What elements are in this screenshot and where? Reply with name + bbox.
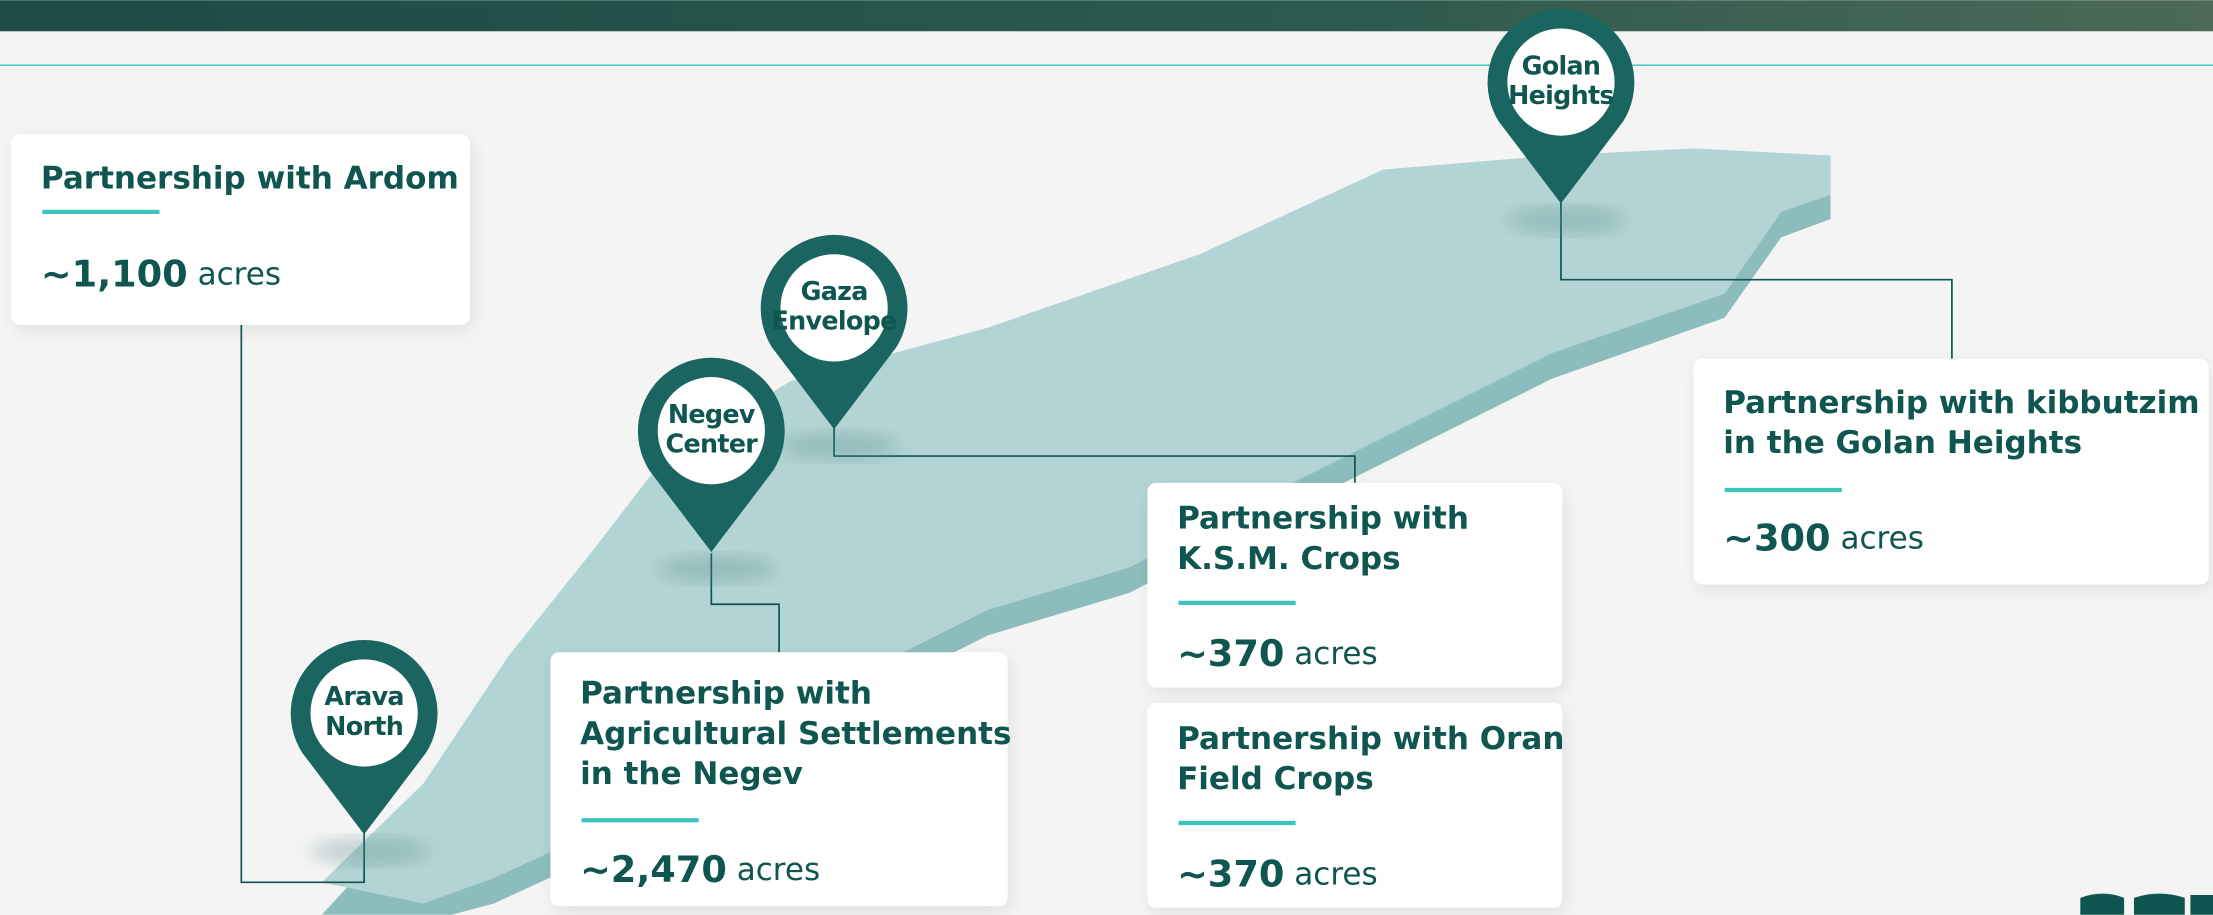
pin-label: Center bbox=[666, 429, 759, 459]
amount-value: ~370 bbox=[1177, 852, 1284, 895]
card-amount: ~1,100 acres bbox=[41, 252, 281, 295]
card-amount: ~300 acres bbox=[1723, 516, 1924, 559]
logo bbox=[2080, 894, 2213, 915]
card-title: in the Negev bbox=[580, 756, 803, 792]
infographic: Partnership with Ardom ~1,100 acres Partner… bbox=[0, 0, 2213, 915]
card-title: K.S.M. Crops bbox=[1177, 541, 1401, 577]
card-amount: ~370 acres bbox=[1177, 632, 1378, 675]
card-title: Partnership with Oran bbox=[1177, 721, 1564, 757]
amount-unit: acres bbox=[198, 256, 281, 292]
pin-label: Heights bbox=[1508, 80, 1614, 110]
pin-label: Negev bbox=[668, 399, 756, 429]
card-title: Partnership with Ardom bbox=[41, 160, 459, 196]
pin-shadow bbox=[310, 839, 429, 864]
amount-value: ~300 bbox=[1723, 516, 1830, 559]
map-shape bbox=[322, 148, 1831, 903]
page: Partnership with Ardom ~1,100 acres Partner… bbox=[0, 0, 2213, 915]
card-amount: ~370 acres bbox=[1177, 852, 1378, 895]
card-title: in the Golan Heights bbox=[1723, 425, 2082, 461]
pin-shadow bbox=[658, 556, 777, 581]
amount-unit: acres bbox=[737, 852, 820, 888]
card-amount: ~2,470 acres bbox=[580, 848, 820, 891]
pin-label: Envelope bbox=[772, 306, 897, 336]
card-title: Partnership with bbox=[1177, 501, 1469, 537]
pin-label: North bbox=[325, 711, 403, 741]
pin-label: Golan bbox=[1522, 50, 1601, 80]
amount-unit: acres bbox=[1294, 856, 1377, 892]
pin-label: Arava bbox=[324, 681, 403, 711]
amount-unit: acres bbox=[1294, 636, 1377, 672]
card-title: Partnership with kibbutzim bbox=[1723, 385, 2199, 421]
amount-value: ~370 bbox=[1177, 632, 1284, 675]
card-title: Agricultural Settlements bbox=[580, 716, 1011, 752]
card-title: Partnership with bbox=[580, 676, 872, 712]
pin-shadow bbox=[1507, 208, 1626, 233]
header-banner bbox=[0, 0, 2213, 31]
amount-value: ~2,470 bbox=[580, 848, 727, 891]
amount-value: ~1,100 bbox=[41, 252, 188, 295]
card-title: Field Crops bbox=[1177, 761, 1374, 797]
pin-shadow bbox=[780, 434, 899, 459]
pin-label: Gaza bbox=[801, 276, 868, 306]
amount-unit: acres bbox=[1840, 520, 1923, 556]
